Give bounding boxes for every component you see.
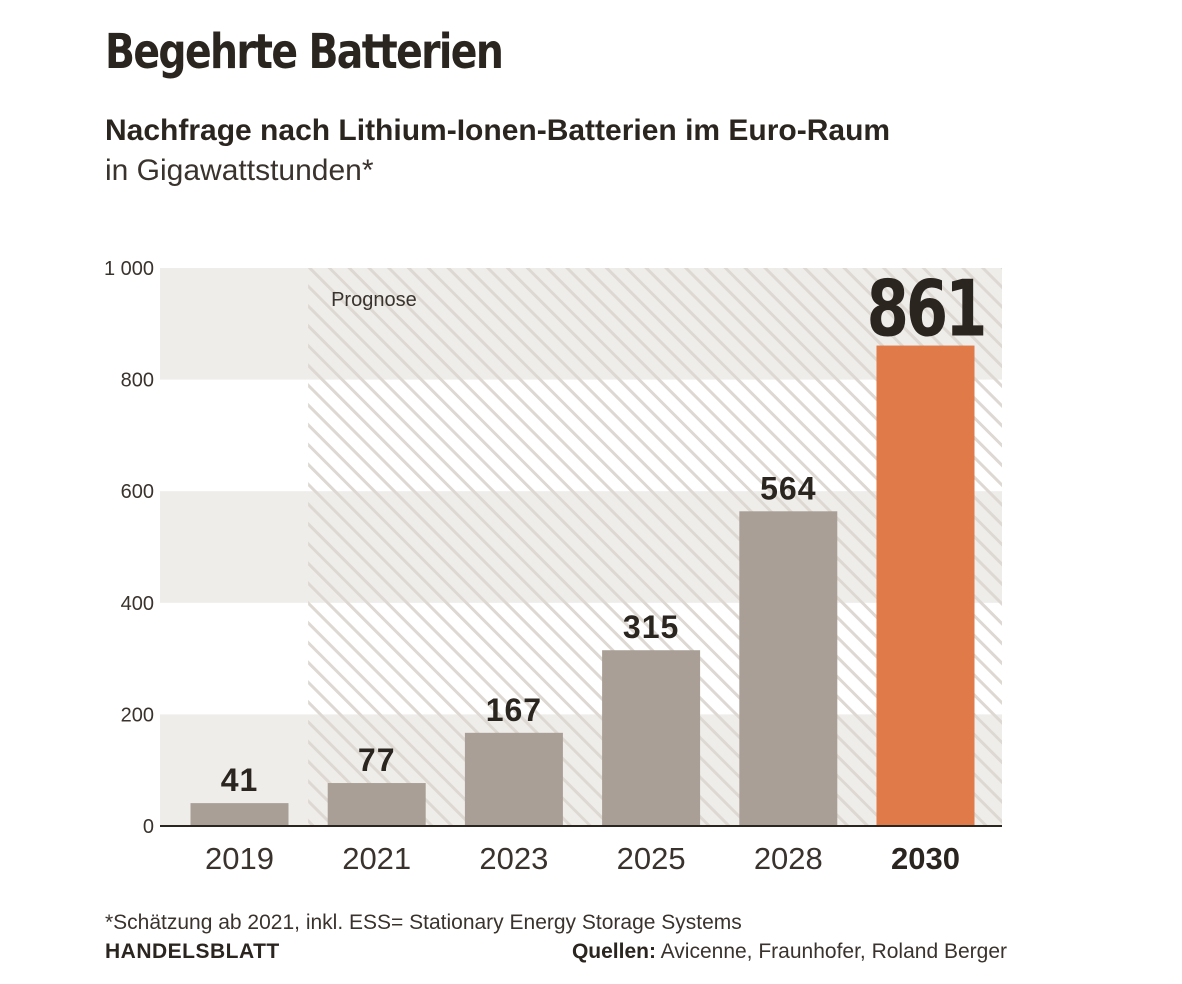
category-label-2028: 2028 — [754, 841, 823, 876]
category-label-2023: 2023 — [479, 841, 548, 876]
sources: Quellen: Avicenne, Fraunhofer, Roland Be… — [572, 940, 1007, 964]
footnote: *Schätzung ab 2021, inkl. ESS= Stationar… — [105, 911, 742, 934]
value-label-2030: 861 — [867, 264, 985, 354]
y-tick-label: 800 — [121, 370, 154, 392]
value-label-2021: 77 — [358, 742, 396, 778]
bar-2030 — [876, 345, 975, 826]
y-tick-label: 400 — [121, 593, 154, 615]
category-label-2021: 2021 — [342, 841, 411, 876]
value-label-2028: 564 — [760, 470, 816, 506]
bar-2021 — [327, 783, 426, 826]
y-tick-label: 200 — [121, 704, 154, 726]
y-tick-label: 0 — [143, 816, 154, 838]
chart-title: Begehrte Batterien — [105, 24, 504, 80]
bar-2023 — [464, 732, 563, 826]
sources-text: Avicenne, Fraunhofer, Roland Berger — [660, 940, 1007, 963]
category-label-2025: 2025 — [617, 841, 686, 876]
category-label-2030: 2030 — [891, 841, 960, 876]
value-label-2025: 315 — [623, 609, 679, 645]
y-tick-label: 600 — [121, 481, 154, 503]
y-tick-label: 1 000 — [104, 258, 154, 280]
category-label-2019: 2019 — [205, 841, 274, 876]
bar-2025 — [602, 650, 701, 826]
unit-label: in Gigawattstunden* — [105, 154, 374, 187]
publisher-brand: HANDELSBLATT — [105, 940, 280, 963]
bar-2028 — [739, 511, 838, 826]
forecast-label: Prognose — [331, 289, 417, 311]
chart-subtitle: Nachfrage nach Lithium-Ionen-Batterien i… — [105, 114, 891, 147]
sources-label: Quellen: — [571, 940, 656, 963]
value-label-2019: 41 — [221, 762, 259, 798]
bar-2019 — [190, 803, 289, 826]
value-label-2023: 167 — [486, 692, 542, 728]
